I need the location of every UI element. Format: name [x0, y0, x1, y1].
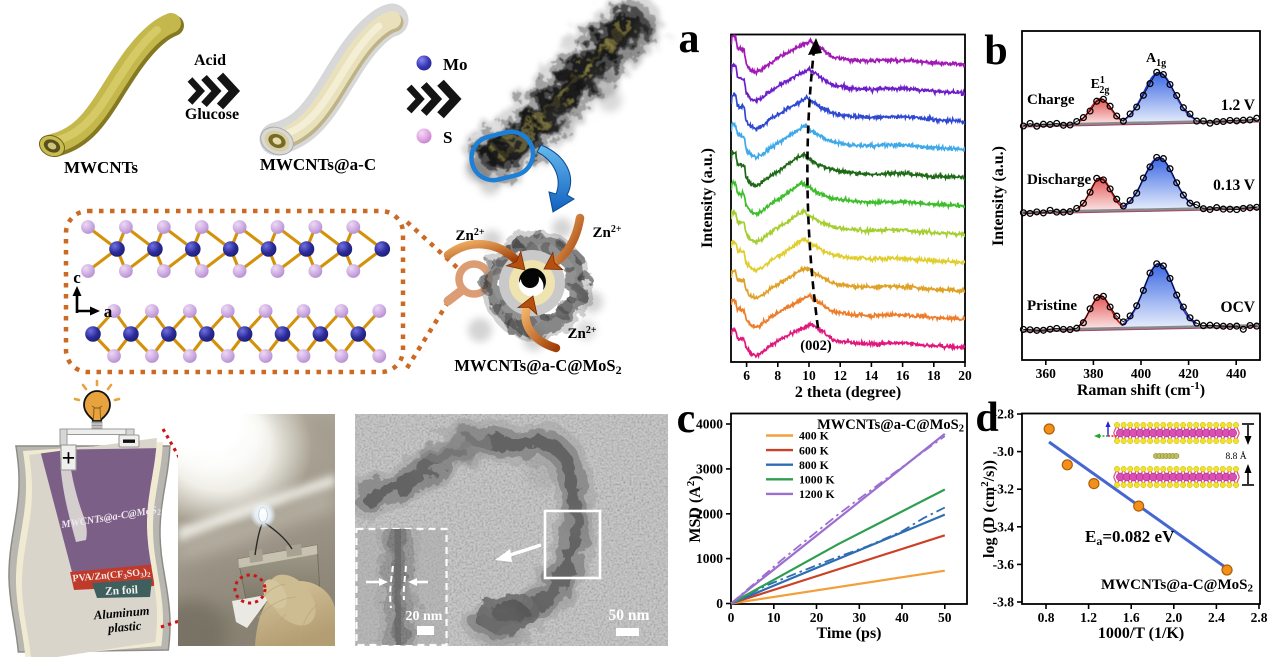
svg-text:10: 10 [802, 368, 816, 383]
svg-text:c: c [677, 396, 696, 442]
svg-text:a: a [679, 16, 700, 62]
svg-text:Charge: Charge [1027, 92, 1075, 108]
svg-text:1.2: 1.2 [1080, 610, 1097, 625]
svg-text:1.2 V: 1.2 V [1221, 97, 1256, 114]
svg-text:1.6: 1.6 [1123, 610, 1140, 625]
svg-text:Mo: Mo [443, 55, 468, 74]
svg-text:-3.6: -3.6 [993, 557, 1015, 572]
svg-text:20: 20 [958, 368, 972, 383]
svg-text:400 K: 400 K [799, 429, 830, 443]
svg-text:-2.8: -2.8 [993, 407, 1015, 422]
svg-text:420: 420 [1178, 366, 1199, 381]
svg-text:14: 14 [865, 368, 879, 383]
svg-text:MSD (A2): MSD (A2) [685, 475, 704, 542]
svg-text:Zn2+: Zn2+ [592, 224, 621, 241]
svg-text:-3.4: -3.4 [993, 519, 1015, 534]
svg-text:2.8: 2.8 [1251, 610, 1268, 625]
svg-text:MWCNTs@a-C@MoS2: MWCNTs@a-C@MoS2 [454, 356, 621, 377]
svg-text:OCV: OCV [1221, 299, 1256, 316]
svg-text:Zn foil: Zn foil [105, 584, 139, 598]
svg-text:380: 380 [1083, 366, 1104, 381]
svg-text:400: 400 [1131, 366, 1152, 381]
svg-text:Intensity (a.u.): Intensity (a.u.) [990, 146, 1007, 246]
svg-text:0.8: 0.8 [1038, 610, 1055, 625]
svg-text:A1g: A1g [1146, 51, 1166, 69]
svg-text:Ea=0.082 eV: Ea=0.082 eV [1085, 527, 1175, 548]
svg-text:MWCNTs@a-C@MoS2: MWCNTs@a-C@MoS2 [1101, 577, 1254, 595]
svg-text:MWCNTs@a-C@MoS2: MWCNTs@a-C@MoS2 [817, 417, 964, 435]
svg-text:-3.0: -3.0 [993, 444, 1015, 459]
svg-text:c: c [73, 268, 81, 287]
svg-text:8: 8 [774, 368, 781, 383]
svg-text:3000: 3000 [696, 461, 723, 476]
svg-text:4000: 4000 [696, 417, 723, 432]
svg-text:Aluminum: Aluminum [92, 604, 150, 623]
svg-text:50 nm: 50 nm [609, 607, 650, 624]
svg-text:6: 6 [743, 368, 750, 383]
svg-text:Glucose: Glucose [185, 106, 239, 123]
svg-text:600 K: 600 K [799, 443, 830, 457]
svg-text:2.0: 2.0 [1165, 610, 1182, 625]
svg-text:0.13 V: 0.13 V [1213, 177, 1256, 194]
svg-text:log (D (cm2/s)): log (D (cm2/s)) [979, 460, 998, 558]
svg-text:2 theta (degree): 2 theta (degree) [795, 384, 901, 401]
svg-text:-3.2: -3.2 [993, 482, 1015, 497]
svg-text:50: 50 [938, 610, 952, 625]
svg-text:plastic: plastic [106, 619, 142, 636]
svg-text:440: 440 [1226, 366, 1247, 381]
svg-text:2000: 2000 [696, 506, 723, 521]
svg-text:1200 K: 1200 K [799, 487, 836, 501]
svg-text:1000: 1000 [696, 551, 723, 566]
svg-text:MWCNTs: MWCNTs [64, 158, 138, 177]
svg-text:d: d [975, 395, 998, 441]
svg-text:16: 16 [896, 368, 910, 383]
svg-text:-3.8: -3.8 [993, 595, 1015, 610]
svg-text:800 K: 800 K [799, 458, 830, 472]
svg-text:Time (ps): Time (ps) [816, 625, 881, 642]
svg-text:360: 360 [1036, 366, 1057, 381]
svg-text:(002): (002) [800, 338, 832, 354]
svg-text:40: 40 [895, 610, 909, 625]
svg-text:Zn2+: Zn2+ [567, 325, 596, 342]
svg-text:18: 18 [927, 368, 941, 383]
svg-text:b: b [984, 28, 1007, 74]
svg-text:20: 20 [810, 610, 824, 625]
svg-text:1000 K: 1000 K [799, 473, 836, 487]
svg-text:0: 0 [716, 596, 723, 611]
svg-text:MWCNTs@a-C: MWCNTs@a-C [260, 155, 376, 174]
svg-text:Acid: Acid [194, 52, 226, 69]
svg-text:10: 10 [767, 610, 781, 625]
svg-text:2.4: 2.4 [1208, 610, 1225, 625]
svg-text:20 nm: 20 nm [406, 609, 443, 624]
svg-text:1000/T (1/K): 1000/T (1/K) [1098, 625, 1184, 642]
svg-text:a: a [104, 302, 113, 321]
svg-text:30: 30 [853, 610, 867, 625]
svg-text:8.8 Å: 8.8 Å [1225, 450, 1246, 462]
svg-text:0: 0 [728, 610, 735, 625]
svg-text:S: S [443, 128, 452, 147]
svg-text:12: 12 [833, 368, 847, 383]
svg-text:+: + [62, 446, 76, 472]
svg-text:Pristine: Pristine [1027, 298, 1077, 314]
svg-text:Intensity (a.u.): Intensity (a.u.) [699, 148, 716, 248]
svg-text:Discharge: Discharge [1027, 172, 1091, 188]
svg-text:Raman shift (cm-1): Raman shift (cm-1) [1077, 380, 1205, 399]
